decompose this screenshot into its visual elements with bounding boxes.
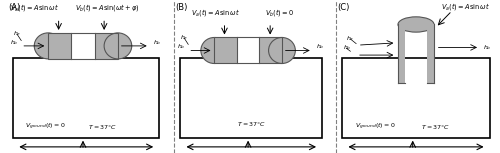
Text: $V_b(t) = A\sin(\omega t+\varphi)$: $V_b(t) = A\sin(\omega t+\varphi)$ (75, 2, 140, 13)
Text: $h_e$: $h_e$ (346, 34, 354, 43)
Bar (94, 33, 118, 59)
Text: $V_b(t) = 0$: $V_b(t) = 0$ (265, 7, 294, 18)
Text: (A): (A) (8, 3, 20, 12)
Text: $V_{ground}(t)=0$: $V_{ground}(t)=0$ (354, 122, 396, 132)
Text: $h_b$: $h_b$ (316, 42, 324, 51)
Text: $h_e$: $h_e$ (180, 33, 188, 42)
Bar (342, 58, 490, 138)
Bar (214, 37, 282, 63)
Bar (180, 58, 322, 138)
Text: $h_b$: $h_b$ (483, 43, 492, 52)
Ellipse shape (34, 33, 62, 59)
Bar (72, 33, 94, 59)
Bar (13, 58, 160, 138)
Bar (48, 33, 72, 59)
Text: $h_b$: $h_b$ (152, 38, 161, 47)
Text: $h_b$: $h_b$ (10, 38, 18, 47)
Bar (426, 24, 434, 83)
Text: (B): (B) (176, 3, 188, 12)
Text: $T=37°C$: $T=37°C$ (88, 123, 117, 131)
Text: $V_a(t) = A\sin\omega t$: $V_a(t) = A\sin\omega t$ (440, 1, 490, 12)
Ellipse shape (104, 33, 132, 59)
Text: $T=37°C$: $T=37°C$ (421, 123, 450, 131)
Bar (260, 37, 282, 63)
Text: $h_b$: $h_b$ (343, 43, 351, 52)
Text: $V_a(t) = A\sin\omega t$: $V_a(t) = A\sin\omega t$ (190, 7, 240, 18)
Ellipse shape (268, 37, 295, 63)
Text: $h_b$: $h_b$ (177, 42, 186, 51)
Ellipse shape (398, 17, 434, 32)
Ellipse shape (201, 37, 228, 63)
Bar (214, 37, 237, 63)
Bar (237, 37, 260, 63)
Bar (48, 33, 118, 59)
Text: $V_{ground}(t)=0$: $V_{ground}(t)=0$ (26, 122, 66, 132)
Text: (C): (C) (338, 3, 349, 12)
Text: $h_e$: $h_e$ (13, 29, 22, 38)
Bar (398, 24, 406, 83)
Text: $T=37°C$: $T=37°C$ (237, 120, 266, 128)
Text: $V_a(t) = A\sin\omega t$: $V_a(t) = A\sin\omega t$ (10, 2, 58, 13)
